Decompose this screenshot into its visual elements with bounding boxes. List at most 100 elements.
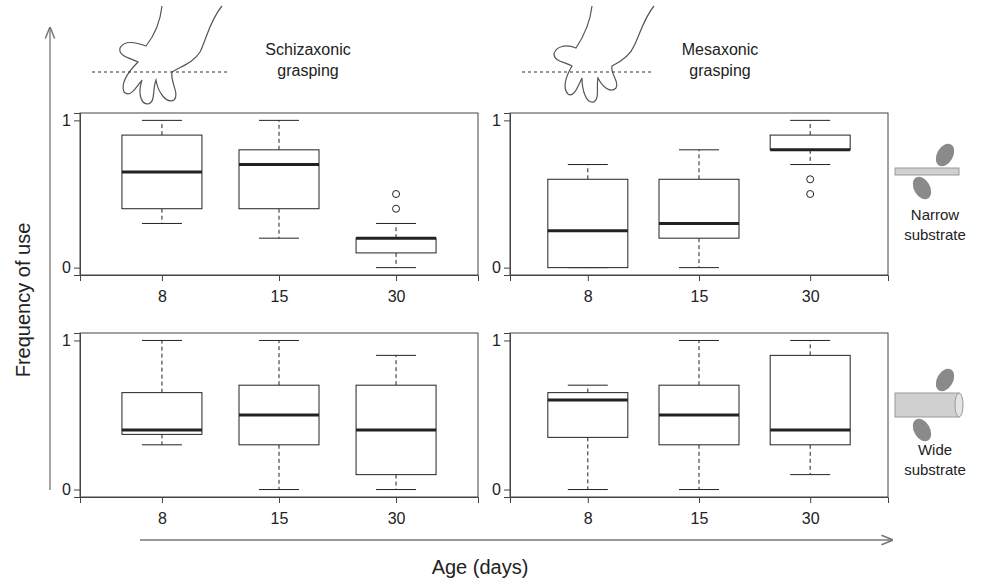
y-axis-line (504, 334, 511, 498)
box (770, 120, 850, 197)
whisker-cap-max (790, 340, 830, 341)
narrow-substrate-icon (895, 168, 959, 175)
whisker-cap-min (259, 238, 299, 239)
box-body (659, 179, 739, 238)
whisker-lower (587, 437, 588, 489)
box (548, 165, 628, 268)
y-tick-mark (74, 490, 80, 491)
y-tick: 1 (62, 332, 80, 349)
box-marks (122, 340, 436, 489)
x-tick: 8 (158, 275, 167, 305)
x-tick-label: 15 (271, 288, 289, 305)
x-tick-mark (162, 497, 163, 503)
box (239, 340, 319, 489)
panel: 0181530 (62, 332, 478, 527)
whisker-upper (279, 120, 280, 149)
y-axis-line (74, 334, 81, 498)
x-tick-mark (699, 497, 700, 503)
y-tick-label: 0 (62, 481, 71, 498)
x-axis-line (511, 276, 889, 282)
whisker-lower (279, 209, 280, 238)
whisker-upper (396, 223, 397, 238)
x-tick-mark (699, 275, 700, 281)
box-body (548, 393, 628, 438)
outlier (807, 176, 814, 183)
median (548, 399, 628, 402)
box-body (770, 355, 850, 444)
x-tick: 30 (802, 497, 820, 527)
whisker-cap-max (568, 164, 608, 165)
x-tick: 30 (388, 275, 406, 305)
median (356, 237, 436, 240)
x-tick-mark (810, 275, 811, 281)
leaf (932, 366, 958, 395)
x-tick-mark (279, 497, 280, 503)
y-axis-line (74, 114, 81, 276)
panel: 0 1 8 15 30 (62, 112, 478, 305)
box (356, 355, 436, 489)
x-tick-mark (588, 497, 589, 503)
whisker-cap-max (679, 149, 719, 150)
median (356, 428, 436, 431)
whisker-upper (810, 120, 811, 135)
y-axis: 01 (62, 332, 80, 498)
median (659, 222, 739, 225)
x-tick-label: 8 (158, 288, 167, 305)
whisker-cap-max (376, 223, 416, 224)
y-tick-label: 1 (62, 332, 71, 349)
x-tick: 30 (802, 275, 820, 305)
x-tick-label: 8 (584, 288, 593, 305)
x-tick: 8 (584, 497, 593, 527)
median (239, 414, 319, 417)
plot-frame (80, 113, 478, 275)
panel: 0181530 (492, 332, 888, 527)
box-marks (548, 340, 850, 489)
whisker-cap-min (679, 489, 719, 490)
whisker-lower (161, 434, 162, 444)
whisker-upper (161, 340, 162, 392)
x-tick-label: 30 (802, 510, 820, 527)
y-tick-label: 1 (492, 332, 501, 349)
figure: 0181530018153001815300181530Schizaxonicg… (0, 0, 995, 583)
wide-substrate-end (955, 393, 963, 417)
y-axis: 01 (492, 332, 510, 498)
whisker-cap-max (568, 385, 608, 386)
whisker-upper (396, 355, 397, 385)
box (356, 191, 436, 268)
box-marks (548, 120, 850, 267)
whisker-cap-min (259, 489, 299, 490)
figure-svg: 0181530018153001815300181530Schizaxonicg… (0, 0, 995, 583)
median (770, 428, 850, 431)
x-axis: 81530 (511, 275, 889, 305)
whisker-cap-max (376, 355, 416, 356)
x-axis-line (81, 498, 479, 504)
row-label-line: Wide (918, 441, 952, 458)
whisker-cap-min (679, 267, 719, 268)
whisker-upper (279, 340, 280, 385)
whisker-upper (587, 385, 588, 392)
box (239, 120, 319, 238)
y-tick: 0 (62, 259, 80, 276)
whisker-cap-min (142, 223, 182, 224)
x-tick-mark (396, 275, 397, 281)
x-axis-line (511, 498, 889, 504)
x-tick-mark (162, 275, 163, 281)
hand-guide (522, 72, 652, 73)
y-tick: 0 (492, 481, 510, 498)
y-tick: 1 (62, 112, 80, 129)
row-label-line: Narrow (911, 206, 960, 223)
hand-guide (92, 72, 228, 73)
y-tick-mark (504, 340, 510, 341)
x-tick-label: 30 (388, 288, 406, 305)
hand-outline (120, 6, 222, 104)
whisker-lower (396, 253, 397, 268)
x-arrow (140, 539, 892, 540)
whisker-lower (699, 238, 700, 267)
x-tick-mark (810, 497, 811, 503)
y-axis: 01 (492, 112, 510, 276)
x-tick-label: 30 (388, 510, 406, 527)
column-title-line: Mesaxonic (682, 41, 758, 58)
y-axis-title: Frequency of use (12, 223, 34, 378)
y-tick-mark (74, 120, 80, 121)
whisker-cap-min (790, 474, 830, 475)
